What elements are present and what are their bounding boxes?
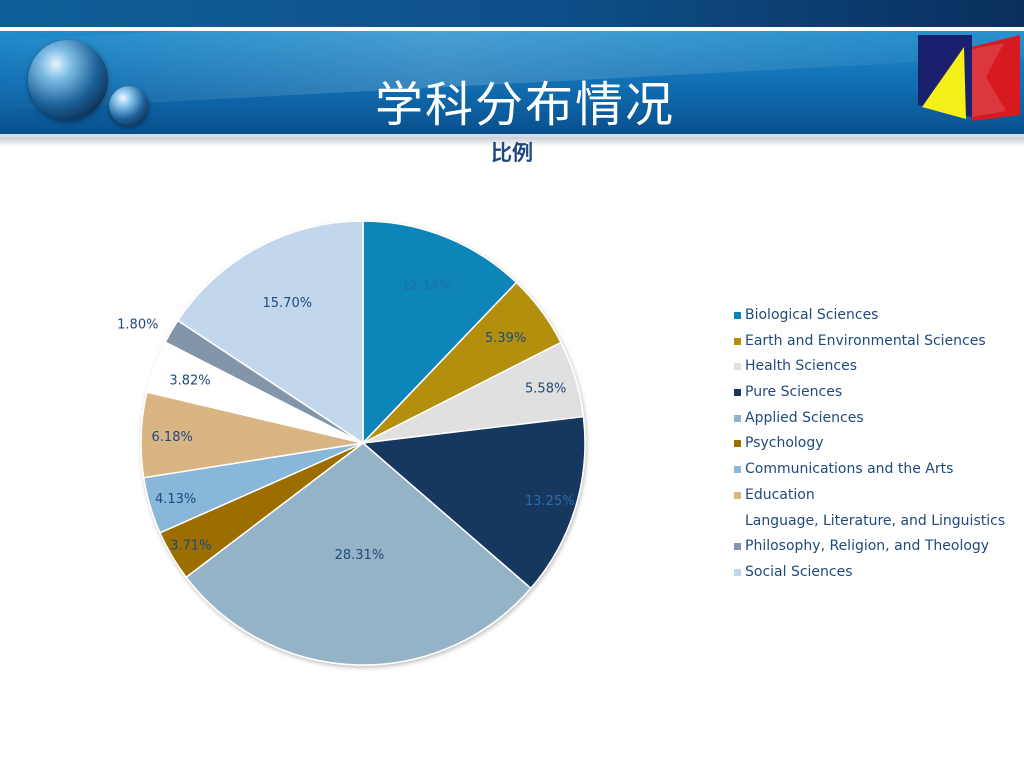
legend-item: Social Sciences	[734, 561, 1024, 587]
legend-swatch	[734, 414, 741, 422]
legend-swatch	[734, 491, 741, 499]
legend-label: Earth and Environmental Sciences	[745, 332, 986, 349]
data-label-7: 4.13%	[155, 492, 196, 507]
legend-label: Pure Sciences	[745, 384, 843, 401]
logo-yellow-panel	[922, 47, 966, 119]
pie-data-labels: 12.14% 5.39% 5.58% 13.25% 28.31% 3.71% 4.13% 6.…	[117, 278, 574, 563]
legend-label: Education	[745, 486, 815, 503]
banner-shadow	[0, 137, 1024, 147]
legend-swatch	[734, 389, 741, 397]
data-label-3: 5.58%	[525, 382, 566, 397]
legend-item: Psychology	[734, 432, 1024, 458]
logo-red-panel	[972, 35, 1020, 121]
chart-legend: Biological Sciences Earth and Environment…	[734, 304, 1024, 587]
legend-label: Health Sciences	[745, 358, 857, 375]
legend-label: Psychology	[745, 435, 824, 452]
legend-label: Biological Sciences	[745, 307, 879, 323]
legend-swatch	[734, 440, 741, 448]
legend-label: Communications and the Arts	[745, 461, 954, 478]
slide-title: 学科分布情况	[374, 77, 675, 133]
legend-swatch	[734, 543, 741, 551]
legend-swatch	[734, 312, 741, 319]
data-label-5: 28.31%	[335, 548, 385, 563]
legend-item: Pure Sciences	[734, 381, 1024, 407]
orb-small-icon	[109, 86, 149, 126]
legend-swatch	[734, 363, 741, 371]
legend-label: Applied Sciences	[745, 409, 864, 426]
logo-k-shade	[972, 43, 1006, 117]
legend-item: Applied Sciences	[734, 407, 1024, 433]
legend-swatch	[734, 517, 741, 525]
chart-title: 比例	[491, 141, 533, 165]
data-label-6: 3.71%	[170, 539, 211, 554]
pie-slices	[140, 220, 586, 666]
title-banner	[0, 31, 1024, 134]
legend-swatch	[734, 337, 741, 345]
legend-item: Philosophy, Religion, and Theology	[734, 535, 1024, 561]
legend-swatch	[734, 466, 741, 474]
data-label-9: 3.82%	[169, 374, 210, 389]
legend-swatch	[734, 568, 741, 576]
legend-label: Language, Literature, and Linguistics	[745, 512, 1006, 529]
data-label-11: 15.70%	[263, 296, 313, 311]
banner-divider	[0, 134, 1024, 137]
kd-logo-icon	[918, 35, 1020, 121]
legend-item: Communications and the Arts	[734, 458, 1024, 484]
legend-label: Philosophy, Religion, and Theology	[745, 538, 990, 555]
legend-item: Earth and Environmental Sciences	[734, 330, 1024, 356]
data-label-2: 5.39%	[485, 331, 526, 346]
top-strip	[0, 0, 1024, 27]
legend-label: Social Sciences	[745, 563, 853, 580]
pie-slice-11	[176, 220, 364, 445]
pie-slice-5	[185, 442, 532, 666]
data-label-8: 6.18%	[152, 430, 193, 445]
data-label-4: 13.25%	[525, 494, 575, 509]
data-label-1: 12.14%	[402, 278, 452, 293]
pie-slice-1	[362, 220, 518, 445]
legend-item: Health Sciences	[734, 355, 1024, 381]
legend-item: Education	[734, 484, 1024, 510]
legend-item: Language, Literature, and Linguistics	[734, 510, 1024, 536]
legend-item: Biological Sciences	[734, 304, 1024, 330]
orb-large-icon	[28, 40, 108, 120]
pie-slice-4	[361, 415, 586, 590]
data-label-10: 1.80%	[117, 317, 158, 332]
